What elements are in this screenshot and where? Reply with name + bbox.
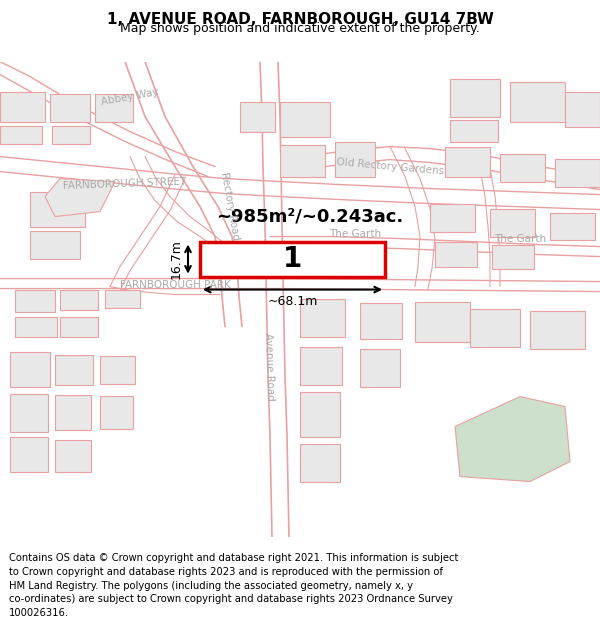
Bar [500, 154, 545, 181]
Bar [565, 91, 600, 126]
Bar [0, 126, 42, 144]
Polygon shape [455, 397, 570, 481]
Text: 1, AVENUE ROAD, FARNBOROUGH, GU14 7BW: 1, AVENUE ROAD, FARNBOROUGH, GU14 7BW [107, 12, 493, 27]
Bar [10, 394, 48, 431]
Bar [280, 101, 330, 136]
Bar [55, 354, 93, 384]
Text: Contains OS data © Crown copyright and database right 2021. This information is : Contains OS data © Crown copyright and d… [9, 554, 458, 618]
Bar [60, 316, 98, 336]
Text: 1: 1 [283, 245, 302, 273]
Bar [60, 289, 98, 309]
Text: ~985m²/~0.243ac.: ~985m²/~0.243ac. [217, 208, 404, 226]
Text: The Garth: The Garth [494, 234, 546, 244]
Text: Abbey Way: Abbey Way [100, 87, 160, 106]
Bar [550, 213, 595, 239]
Bar [490, 209, 535, 236]
Bar [335, 141, 375, 176]
Bar [555, 159, 600, 186]
Bar [30, 191, 85, 226]
Bar [415, 301, 470, 341]
Bar [430, 204, 475, 231]
Polygon shape [200, 241, 385, 276]
Bar [492, 244, 534, 269]
Bar [445, 146, 490, 176]
Bar [10, 436, 48, 471]
Bar [240, 101, 275, 131]
Bar [530, 311, 585, 349]
Text: Rectory Road: Rectory Road [219, 172, 241, 241]
Bar [100, 396, 133, 429]
Bar [105, 289, 140, 308]
Bar [510, 81, 565, 121]
Bar [100, 356, 135, 384]
Text: FARNBOROUGH PARK: FARNBOROUGH PARK [119, 279, 230, 289]
Bar [300, 391, 340, 436]
Text: The Garth: The Garth [329, 229, 381, 239]
Text: Map shows position and indicative extent of the property.: Map shows position and indicative extent… [120, 22, 480, 35]
Polygon shape [45, 179, 115, 216]
Bar [52, 126, 90, 144]
Bar [280, 144, 325, 176]
Bar [10, 351, 50, 386]
Bar [300, 299, 345, 336]
Bar [15, 316, 57, 336]
Text: FARNBOROUGH STREET: FARNBOROUGH STREET [63, 176, 187, 191]
Bar [435, 241, 477, 266]
Bar [50, 94, 90, 121]
Bar [450, 79, 500, 116]
Bar [0, 91, 45, 121]
Bar [55, 439, 91, 471]
Bar [300, 444, 340, 481]
Text: ~68.1m: ~68.1m [268, 294, 317, 308]
Bar [360, 302, 402, 339]
Bar [300, 346, 342, 384]
Bar [470, 309, 520, 346]
Bar [450, 119, 498, 141]
Text: Old Rectory Gardens: Old Rectory Gardens [336, 157, 444, 176]
Bar [15, 289, 55, 311]
Text: 16.7m: 16.7m [170, 239, 183, 279]
Bar [95, 94, 133, 121]
Bar [55, 394, 91, 429]
Bar [360, 349, 400, 386]
Text: Avenue Road: Avenue Road [263, 332, 275, 401]
Bar [30, 231, 80, 259]
